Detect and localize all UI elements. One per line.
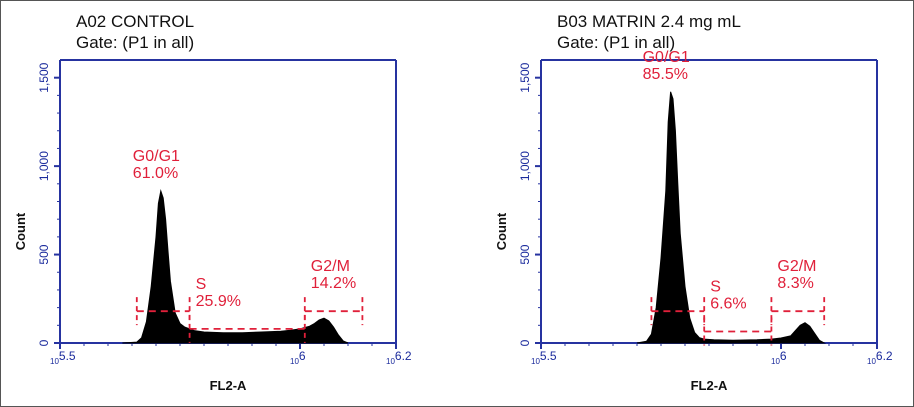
panel-title: B03 MATRIN 2.4 mg mL <box>557 12 741 31</box>
y-tick-label: 1,500 <box>518 62 532 92</box>
gate-name: S <box>710 279 721 296</box>
gate-s: S25.9% <box>188 276 306 343</box>
x-tick-label: 106 <box>290 349 306 366</box>
x-tick-exponent: 6.2 <box>876 349 893 363</box>
gate-name: G0/G1 <box>133 148 180 165</box>
panel-title: A02 CONTROL <box>76 12 194 31</box>
x-tick-exponent: 6.2 <box>395 349 412 363</box>
histogram-area <box>636 91 827 344</box>
x-tick-base: 10 <box>290 357 299 366</box>
x-tick-base: 10 <box>386 357 395 366</box>
gate-name: G0/G1 <box>643 49 690 66</box>
x-tick-exponent: 6 <box>299 349 306 363</box>
histogram-panel-1: A02 CONTROL Gate: (P1 in all) 0 500 1,000 1,5… <box>13 12 412 393</box>
y-axis-label: Count <box>13 212 28 250</box>
x-tick-label: 105.5 <box>531 349 557 366</box>
y-tick-label: 500 <box>37 244 51 264</box>
x-axis-label: FL2-A <box>210 378 247 393</box>
x-tick-label: 106 <box>771 349 787 366</box>
gate-percent: 25.9% <box>196 293 241 310</box>
x-tick-exponent: 5.5 <box>59 349 76 363</box>
x-axis-label: FL2-A <box>691 378 728 393</box>
x-tick-exponent: 6 <box>780 349 787 363</box>
x-tick-base: 10 <box>867 357 876 366</box>
gate-percent: 14.2% <box>311 275 356 292</box>
gate-percent: 85.5% <box>643 66 688 83</box>
x-tick-base: 10 <box>50 357 59 366</box>
y-tick-label: 1,500 <box>37 62 51 92</box>
gate-percent: 8.3% <box>777 275 813 292</box>
x-tick-exponent: 5.5 <box>540 349 557 363</box>
y-axis-label: Count <box>494 212 509 250</box>
gate-g2-m: G2/M14.2% <box>303 258 364 326</box>
panel-subtitle: Gate: (P1 in all) <box>557 33 675 52</box>
y-tick-label: 1,000 <box>518 151 532 181</box>
gate-name: G2/M <box>311 258 350 275</box>
gate-s: S6.6% <box>703 279 773 346</box>
x-tick-base: 10 <box>771 357 780 366</box>
gate-percent: 61.0% <box>133 165 178 182</box>
panel-subtitle: Gate: (P1 in all) <box>76 33 194 52</box>
y-tick-label: 0 <box>37 339 51 346</box>
histogram-panel-2: B03 MATRIN 2.4 mg mL Gate: (P1 in all) 0 50… <box>494 12 893 393</box>
gate-percent: 6.6% <box>710 296 746 313</box>
x-tick-base: 10 <box>531 357 540 366</box>
x-tick-label: 106.2 <box>867 349 893 366</box>
y-tick-label: 500 <box>518 244 532 264</box>
gate-name: G2/M <box>777 258 816 275</box>
gate-g2-m: G2/M8.3% <box>770 258 826 326</box>
y-tick-label: 1,000 <box>37 151 51 181</box>
y-tick-label: 0 <box>518 339 532 346</box>
x-tick-label: 105.5 <box>50 349 76 366</box>
x-tick-label: 106.2 <box>386 349 412 366</box>
histogram-area <box>122 188 349 344</box>
gate-name: S <box>196 276 207 293</box>
